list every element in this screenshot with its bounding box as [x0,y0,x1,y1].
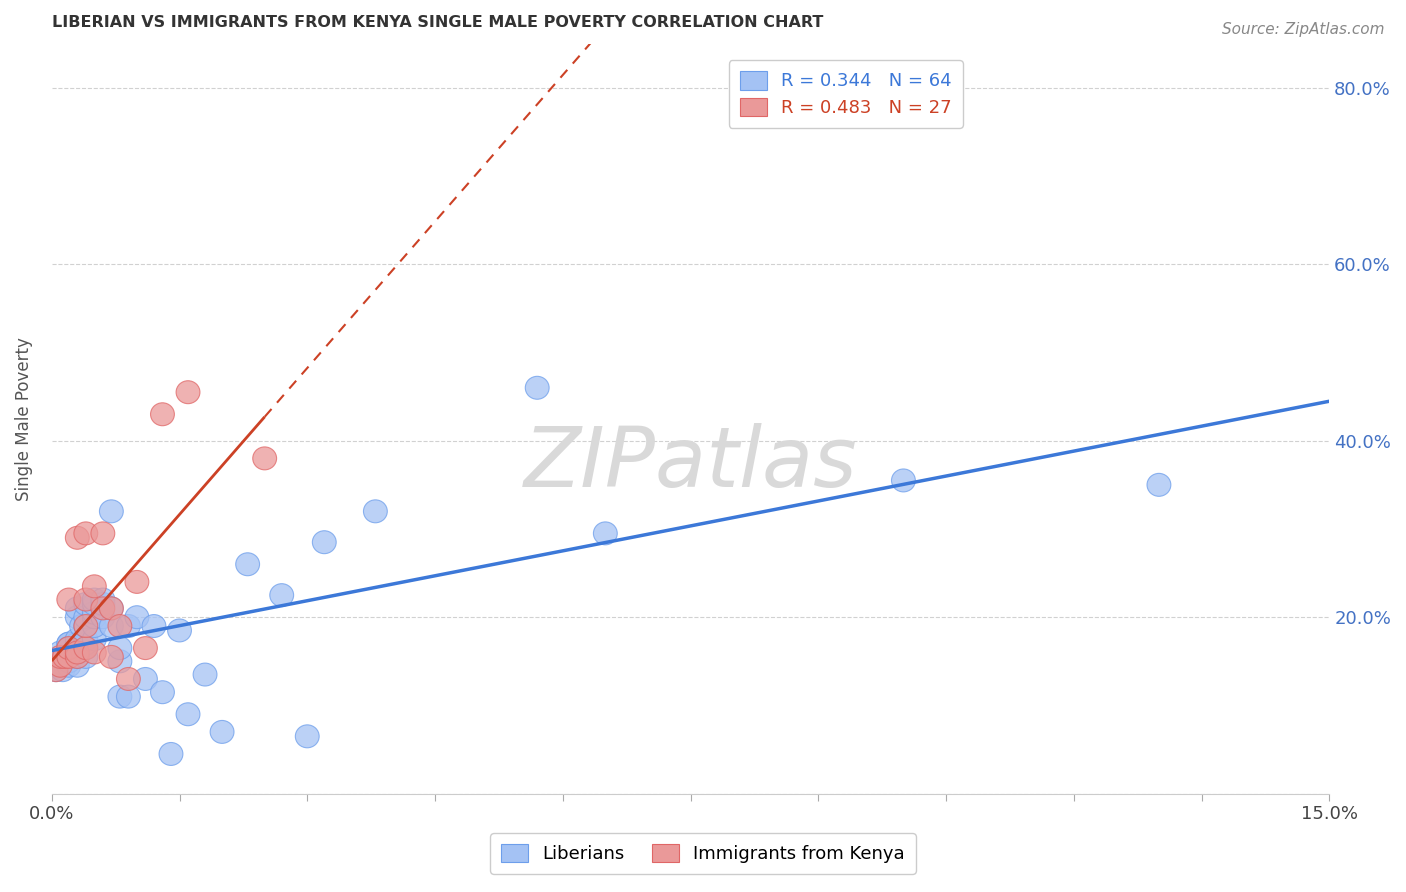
Ellipse shape [56,646,80,668]
Ellipse shape [75,628,98,651]
Ellipse shape [56,588,80,611]
Ellipse shape [150,681,174,704]
Ellipse shape [44,658,67,681]
Ellipse shape [91,592,115,615]
Ellipse shape [75,632,98,655]
Ellipse shape [91,588,115,611]
Ellipse shape [48,646,72,668]
Ellipse shape [83,592,107,615]
Ellipse shape [56,632,80,655]
Ellipse shape [56,646,80,668]
Ellipse shape [295,725,319,747]
Ellipse shape [65,597,89,620]
Text: Source: ZipAtlas.com: Source: ZipAtlas.com [1222,22,1385,37]
Ellipse shape [65,606,89,629]
Ellipse shape [56,637,80,659]
Ellipse shape [83,574,107,598]
Ellipse shape [117,667,141,690]
Ellipse shape [176,703,200,726]
Ellipse shape [65,654,89,677]
Ellipse shape [75,646,98,668]
Ellipse shape [176,381,200,404]
Ellipse shape [65,628,89,651]
Ellipse shape [83,615,107,638]
Ellipse shape [56,654,80,677]
Ellipse shape [167,619,191,642]
Text: LIBERIAN VS IMMIGRANTS FROM KENYA SINGLE MALE POVERTY CORRELATION CHART: LIBERIAN VS IMMIGRANTS FROM KENYA SINGLE… [52,15,823,30]
Ellipse shape [193,663,217,686]
Ellipse shape [91,606,115,629]
Ellipse shape [134,637,157,659]
Ellipse shape [253,447,277,470]
Ellipse shape [100,597,124,620]
Ellipse shape [75,615,98,638]
Legend: Liberians, Immigrants from Kenya: Liberians, Immigrants from Kenya [491,833,915,874]
Ellipse shape [364,500,387,523]
Ellipse shape [1147,474,1171,496]
Ellipse shape [75,606,98,629]
Ellipse shape [125,571,149,593]
Ellipse shape [108,650,132,673]
Ellipse shape [65,646,89,668]
Legend: R = 0.344   N = 64, R = 0.483   N = 27: R = 0.344 N = 64, R = 0.483 N = 27 [728,60,963,128]
Ellipse shape [236,553,260,575]
Ellipse shape [75,592,98,615]
Ellipse shape [48,654,72,677]
Ellipse shape [100,615,124,638]
Ellipse shape [91,597,115,620]
Ellipse shape [83,628,107,651]
Ellipse shape [83,606,107,629]
Ellipse shape [75,588,98,611]
Ellipse shape [65,641,89,664]
Y-axis label: Single Male Poverty: Single Male Poverty [15,337,32,500]
Ellipse shape [134,667,157,690]
Ellipse shape [52,646,76,668]
Ellipse shape [100,500,124,523]
Ellipse shape [108,615,132,638]
Ellipse shape [65,637,89,659]
Ellipse shape [100,646,124,668]
Ellipse shape [83,641,107,664]
Ellipse shape [312,531,336,554]
Ellipse shape [75,522,98,545]
Ellipse shape [108,685,132,708]
Ellipse shape [56,641,80,664]
Ellipse shape [65,646,89,668]
Ellipse shape [108,637,132,659]
Ellipse shape [44,658,67,681]
Ellipse shape [52,646,76,668]
Ellipse shape [150,403,174,425]
Ellipse shape [65,632,89,655]
Ellipse shape [125,606,149,629]
Ellipse shape [70,615,93,638]
Ellipse shape [56,632,80,655]
Ellipse shape [75,615,98,638]
Ellipse shape [209,721,233,743]
Ellipse shape [526,376,550,400]
Ellipse shape [91,522,115,545]
Ellipse shape [100,597,124,620]
Ellipse shape [83,588,107,611]
Ellipse shape [48,646,72,668]
Ellipse shape [159,742,183,765]
Ellipse shape [51,658,75,681]
Ellipse shape [56,650,80,673]
Ellipse shape [270,583,294,607]
Ellipse shape [75,637,98,659]
Ellipse shape [56,637,80,659]
Text: ZIPatlas: ZIPatlas [523,423,858,504]
Ellipse shape [891,469,915,491]
Ellipse shape [48,641,72,664]
Ellipse shape [65,526,89,549]
Ellipse shape [593,522,617,545]
Ellipse shape [65,641,89,664]
Ellipse shape [52,646,76,668]
Ellipse shape [117,685,141,708]
Ellipse shape [75,637,98,659]
Ellipse shape [142,615,166,638]
Ellipse shape [83,601,107,624]
Ellipse shape [117,615,141,638]
